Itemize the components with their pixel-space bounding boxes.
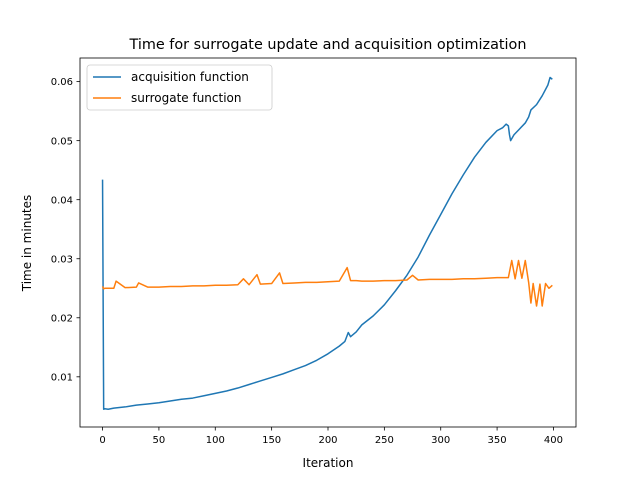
plot-area bbox=[101, 76, 553, 411]
series-line-1 bbox=[101, 76, 553, 411]
y-tick-label: 0.04 bbox=[51, 195, 73, 206]
x-tick-label: 350 bbox=[488, 435, 507, 446]
x-tick-label: 150 bbox=[262, 435, 281, 446]
x-tick-label: 250 bbox=[375, 435, 394, 446]
legend-box bbox=[86, 64, 273, 111]
y-tick-label: 0.02 bbox=[51, 313, 73, 324]
y-tick-label: 0.05 bbox=[51, 136, 73, 147]
x-tick-label: 100 bbox=[206, 435, 225, 446]
x-axis-label: Iteration bbox=[303, 456, 354, 470]
x-tick-label: 0 bbox=[99, 435, 105, 446]
y-tick-label: 0.03 bbox=[51, 254, 73, 265]
x-tick-label: 50 bbox=[153, 435, 166, 446]
legend-label-1: acquisition function bbox=[131, 70, 249, 84]
legend-label-2: surrogate function bbox=[131, 91, 241, 105]
y-tick-label: 0.06 bbox=[51, 77, 73, 88]
series-line-2 bbox=[101, 259, 553, 307]
chart-title: Time for surrogate update and acquisitio… bbox=[129, 37, 527, 53]
x-tick-label: 400 bbox=[544, 435, 563, 446]
x-tick-label: 300 bbox=[431, 435, 450, 446]
x-tick-label: 200 bbox=[318, 435, 337, 446]
legend: acquisition function surrogate function bbox=[86, 64, 273, 111]
axes: 0 50 100 150 200 250 300 350 400 0.01 0.02 0.03 0.04… bbox=[51, 57, 577, 446]
y-tick-label: 0.01 bbox=[51, 372, 73, 383]
y-axis-label: Time in minutes bbox=[20, 195, 34, 293]
